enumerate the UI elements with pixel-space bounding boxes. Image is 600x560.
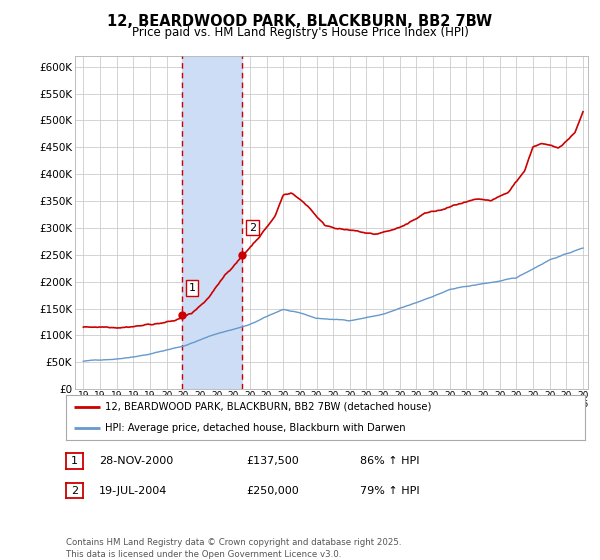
Text: HPI: Average price, detached house, Blackburn with Darwen: HPI: Average price, detached house, Blac… [105,422,406,432]
Text: 12, BEARDWOOD PARK, BLACKBURN, BB2 7BW: 12, BEARDWOOD PARK, BLACKBURN, BB2 7BW [107,14,493,29]
Text: 2: 2 [249,223,256,232]
Text: 79% ↑ HPI: 79% ↑ HPI [360,486,419,496]
Text: 28-NOV-2000: 28-NOV-2000 [99,456,173,466]
Text: Price paid vs. HM Land Registry's House Price Index (HPI): Price paid vs. HM Land Registry's House … [131,26,469,39]
Text: £137,500: £137,500 [246,456,299,466]
Text: 19-JUL-2004: 19-JUL-2004 [99,486,167,496]
Bar [182,56,242,389]
Text: Contains HM Land Registry data © Crown copyright and database right 2025.
This d: Contains HM Land Registry data © Crown c… [66,538,401,559]
Text: £250,000: £250,000 [246,486,299,496]
Text: 12, BEARDWOOD PARK, BLACKBURN, BB2 7BW (detached house): 12, BEARDWOOD PARK, BLACKBURN, BB2 7BW (… [105,402,431,412]
Text: 86% ↑ HPI: 86% ↑ HPI [360,456,419,466]
Text: 1: 1 [188,283,196,293]
Text: 1: 1 [71,456,78,466]
Text: 2: 2 [71,486,78,496]
